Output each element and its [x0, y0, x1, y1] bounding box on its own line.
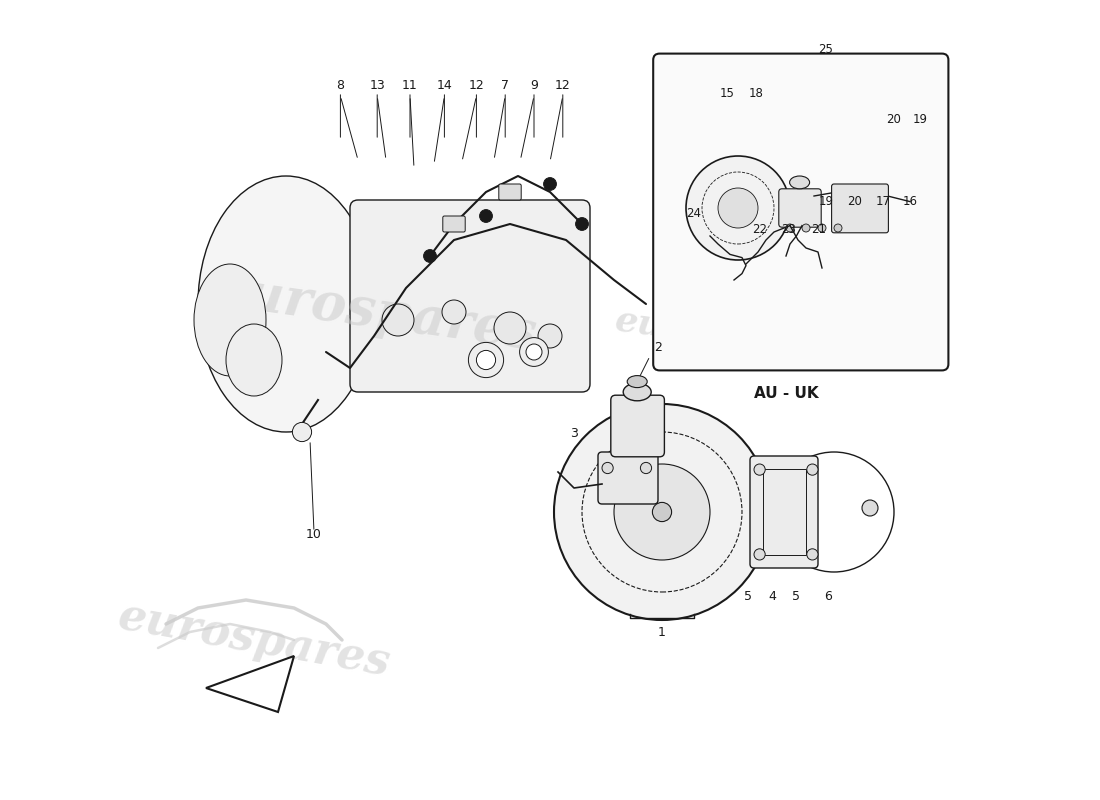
Text: 19: 19: [913, 113, 928, 126]
Text: 12: 12: [554, 79, 571, 92]
Circle shape: [640, 462, 651, 474]
FancyBboxPatch shape: [498, 184, 521, 200]
Circle shape: [818, 224, 826, 232]
Circle shape: [602, 462, 613, 474]
Circle shape: [526, 344, 542, 360]
Text: 16: 16: [902, 195, 917, 208]
Ellipse shape: [198, 176, 374, 432]
Text: 11: 11: [403, 79, 418, 92]
Circle shape: [519, 338, 549, 366]
Circle shape: [806, 464, 818, 475]
Circle shape: [614, 464, 710, 560]
Text: eurospares: eurospares: [209, 264, 539, 360]
Text: 8: 8: [337, 79, 344, 92]
Circle shape: [786, 224, 794, 232]
Text: eurospares: eurospares: [114, 595, 394, 685]
Text: 3: 3: [570, 427, 578, 440]
Circle shape: [543, 178, 557, 190]
Circle shape: [754, 549, 766, 560]
Circle shape: [754, 464, 766, 475]
Circle shape: [652, 502, 672, 522]
Text: 6: 6: [825, 590, 833, 602]
FancyBboxPatch shape: [779, 189, 822, 227]
Text: 15: 15: [720, 87, 735, 100]
Text: 12: 12: [469, 79, 484, 92]
FancyBboxPatch shape: [832, 184, 889, 233]
Text: 21: 21: [812, 223, 826, 236]
Text: 17: 17: [876, 195, 890, 208]
Text: 7: 7: [502, 79, 509, 92]
Circle shape: [575, 218, 589, 230]
Circle shape: [293, 422, 311, 442]
Text: eurospares: eurospares: [613, 303, 839, 369]
Ellipse shape: [624, 383, 651, 401]
Text: 14: 14: [437, 79, 452, 92]
Circle shape: [718, 188, 758, 228]
Text: 20: 20: [887, 113, 901, 126]
Circle shape: [494, 312, 526, 344]
FancyBboxPatch shape: [350, 200, 590, 392]
Ellipse shape: [790, 176, 810, 189]
Circle shape: [442, 300, 466, 324]
Text: 24: 24: [686, 207, 702, 220]
Text: 10: 10: [306, 528, 322, 541]
Text: 20: 20: [847, 195, 862, 208]
Circle shape: [476, 350, 496, 370]
Text: 5: 5: [792, 590, 801, 602]
Text: 5: 5: [745, 590, 752, 602]
Text: 9: 9: [530, 79, 538, 92]
Circle shape: [834, 224, 842, 232]
Text: 19: 19: [818, 195, 834, 208]
Circle shape: [538, 324, 562, 348]
Ellipse shape: [226, 324, 282, 396]
Circle shape: [862, 500, 878, 516]
Text: 23: 23: [781, 223, 795, 236]
Ellipse shape: [194, 264, 266, 376]
FancyBboxPatch shape: [653, 54, 948, 370]
Text: 4: 4: [769, 590, 777, 602]
Text: 18: 18: [749, 87, 763, 100]
FancyBboxPatch shape: [598, 452, 658, 504]
Circle shape: [686, 156, 790, 260]
Circle shape: [806, 549, 818, 560]
FancyBboxPatch shape: [443, 216, 465, 232]
Circle shape: [554, 404, 770, 620]
Text: AU - UK: AU - UK: [755, 386, 820, 402]
Circle shape: [469, 342, 504, 378]
Circle shape: [802, 224, 810, 232]
FancyBboxPatch shape: [750, 456, 818, 568]
Ellipse shape: [627, 375, 647, 387]
Text: 2: 2: [654, 341, 662, 354]
Circle shape: [424, 250, 437, 262]
Text: 22: 22: [752, 223, 767, 236]
Circle shape: [382, 304, 414, 336]
FancyBboxPatch shape: [610, 395, 664, 457]
Text: 13: 13: [370, 79, 385, 92]
Circle shape: [480, 210, 493, 222]
Text: 25: 25: [818, 43, 834, 56]
Text: 1: 1: [658, 626, 666, 638]
